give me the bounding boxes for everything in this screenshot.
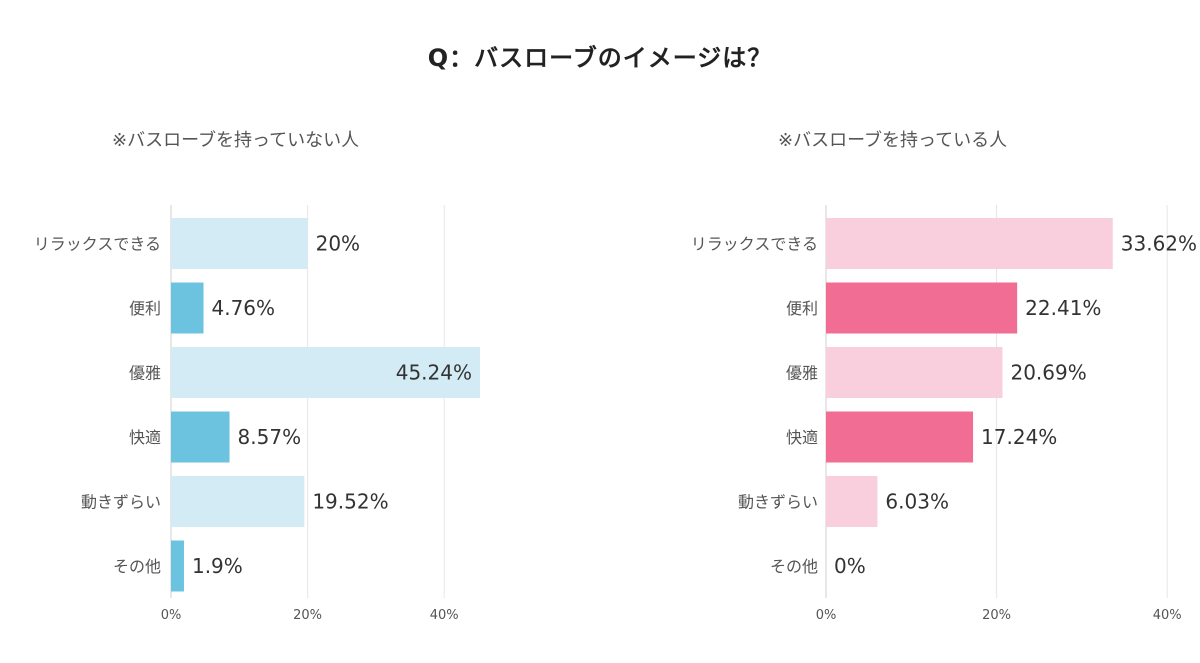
page-title: Q：バスローブのイメージは？ <box>427 44 773 72</box>
left-x-tick-label: 0% <box>161 608 182 623</box>
right-bar <box>826 218 1113 269</box>
left-value-label: 4.76% <box>212 296 276 320</box>
right-category-label: 便利 <box>786 299 818 318</box>
left-value-label: 8.57% <box>238 425 302 449</box>
left-category-label: 動きずらい <box>81 493 161 512</box>
left-category-label: 快適 <box>129 428 161 447</box>
left-x-tick-label: 20% <box>293 608 322 623</box>
right-value-label: 0% <box>834 554 866 578</box>
right-chart-title: ※バスローブを持っている人 <box>778 130 1008 151</box>
left-category-label: 優雅 <box>129 364 161 383</box>
right-bar <box>826 282 1018 334</box>
right-x-tick-label: 40% <box>1153 608 1182 623</box>
left-value-label: 1.9% <box>192 554 243 578</box>
left-category-label: その他 <box>113 557 161 576</box>
left-bar <box>171 476 305 527</box>
right-category-label: その他 <box>770 557 818 576</box>
right-category-label: 優雅 <box>786 364 818 383</box>
left-x-tick-label: 40% <box>430 608 459 623</box>
right-value-label: 20.69% <box>1010 361 1086 385</box>
left-bar <box>171 411 230 463</box>
right-value-label: 6.03% <box>885 490 949 514</box>
left-category-label: 便利 <box>129 299 161 318</box>
right-category-label: 快適 <box>786 428 818 447</box>
left-bar <box>171 540 184 592</box>
left-value-label: 20% <box>316 232 360 256</box>
right-bar <box>826 347 1003 398</box>
right-value-label: 33.62% <box>1121 232 1197 256</box>
right-value-label: 17.24% <box>981 425 1057 449</box>
left-bar <box>171 282 204 334</box>
right-x-tick-label: 20% <box>982 608 1011 623</box>
left-bar <box>171 218 308 269</box>
right-category-label: 動きずらい <box>738 493 818 512</box>
right-category-label: リラックスできる <box>691 235 818 254</box>
right-bar <box>826 411 974 463</box>
left-value-label: 19.52% <box>312 490 388 514</box>
left-chart-title: ※バスローブを持っていない人 <box>112 130 360 151</box>
left-value-label: 45.24% <box>396 361 472 385</box>
left-bar <box>171 347 480 398</box>
left-category-label: リラックスできる <box>34 235 161 254</box>
right-value-label: 22.41% <box>1025 296 1101 320</box>
right-x-tick-label: 0% <box>816 608 837 623</box>
right-bar <box>826 476 878 527</box>
